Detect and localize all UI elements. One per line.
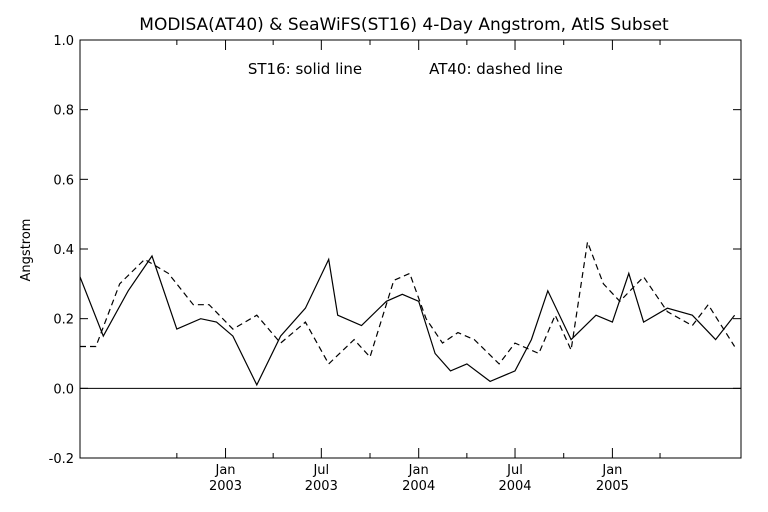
y-tick-label: 1.0 — [53, 34, 74, 49]
x-tick-label-year: 2004 — [402, 479, 435, 494]
series-line-st16-solid — [80, 254, 736, 387]
x-tick-label-year: 2003 — [305, 479, 338, 494]
x-tick-label-month: Jan — [601, 463, 622, 478]
y-tick-label: 0.0 — [53, 382, 74, 397]
y-axis-label: Angstrom — [19, 219, 34, 282]
legend-annotation-dashed: AT40: dashed line — [429, 60, 563, 78]
y-tick-label: 0.6 — [53, 173, 74, 188]
x-tick-label-month: Jan — [408, 463, 429, 478]
y-tick-label: 0.8 — [53, 104, 74, 119]
y-tick-label: 0.4 — [53, 243, 74, 258]
series-line-at40-dashed — [80, 239, 736, 365]
x-tick-label-month: Jan — [215, 463, 236, 478]
plot-layer: -0.20.00.20.40.60.81.0Jan2003Jul2003Jan2… — [49, 34, 741, 494]
y-tick-label: -0.2 — [49, 452, 74, 467]
plot-frame — [79, 39, 742, 459]
y-tick-label: 0.2 — [53, 313, 74, 328]
x-tick-label-year: 2004 — [498, 479, 531, 494]
x-tick-label-month: Jul — [312, 463, 329, 478]
chart-title: MODISA(AT40) & SeaWiFS(ST16) 4-Day Angst… — [139, 15, 669, 35]
x-tick-label-year: 2003 — [209, 479, 242, 494]
x-tick-label-month: Jul — [506, 463, 523, 478]
legend-annotation-solid: ST16: solid line — [248, 60, 362, 78]
x-tick-label-year: 2005 — [596, 479, 629, 494]
